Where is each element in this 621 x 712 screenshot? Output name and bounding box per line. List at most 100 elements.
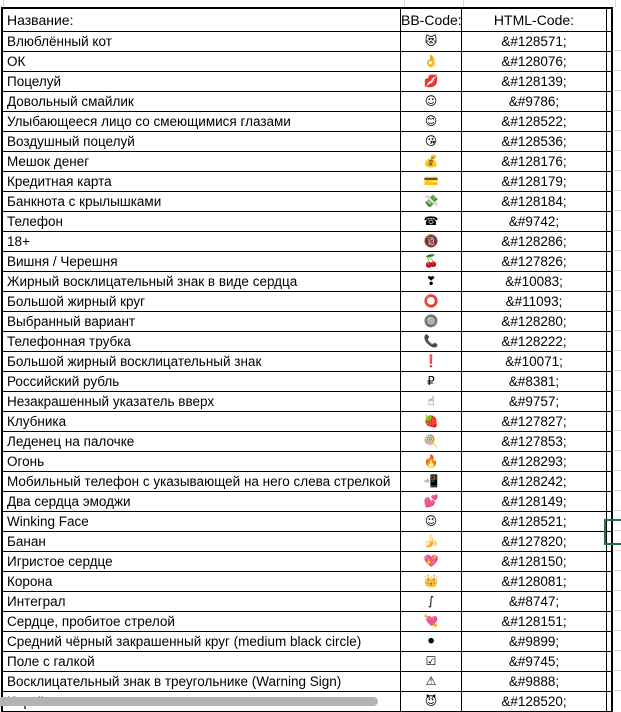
emoji-name-cell[interactable]: Незакрашенный указатель вверх bbox=[3, 392, 401, 411]
bb-code-cell[interactable]: 🍌 bbox=[401, 532, 462, 551]
bb-code-cell[interactable]: 😻 bbox=[401, 32, 462, 51]
bb-code-cell[interactable]: 😘 bbox=[401, 132, 462, 151]
html-code-cell[interactable]: &#128179; bbox=[462, 172, 607, 191]
bb-code-cell[interactable]: 😊 bbox=[401, 112, 462, 131]
emoji-name-cell[interactable]: Вишня / Черешня bbox=[3, 252, 401, 271]
html-code-cell[interactable]: &#127827; bbox=[462, 412, 607, 431]
bb-code-cell[interactable]: 💘 bbox=[401, 612, 462, 631]
bb-code-cell[interactable]: 🔥 bbox=[401, 452, 462, 471]
emoji-name-cell[interactable]: Средний чёрный закрашенный круг (medium … bbox=[3, 632, 401, 651]
html-code-cell[interactable]: &#127853; bbox=[462, 432, 607, 451]
bb-code-cell[interactable]: 💖 bbox=[401, 552, 462, 571]
bb-code-cell[interactable]: 💳 bbox=[401, 172, 462, 191]
html-code-cell[interactable]: &#11093; bbox=[462, 292, 607, 311]
html-code-cell[interactable]: &#10083; bbox=[462, 272, 607, 291]
html-code-cell[interactable]: &#127820; bbox=[462, 532, 607, 551]
bb-code-cell[interactable]: 🔘 bbox=[401, 312, 462, 331]
html-code-cell[interactable]: &#128571; bbox=[462, 32, 607, 51]
bb-code-cell[interactable]: 🍭 bbox=[401, 432, 462, 451]
html-code-cell[interactable]: &#128286; bbox=[462, 232, 607, 251]
html-code-cell[interactable]: &#128242; bbox=[462, 472, 607, 491]
bb-code-cell[interactable]: 😈 bbox=[401, 692, 462, 711]
emoji-name-cell[interactable]: Игристое сердце bbox=[3, 552, 401, 571]
html-code-cell[interactable]: &#9757; bbox=[462, 392, 607, 411]
emoji-name-cell[interactable]: Мешок денег bbox=[3, 152, 401, 171]
bb-code-cell[interactable]: ❗ bbox=[401, 352, 462, 371]
bb-code-cell[interactable]: 💋 bbox=[401, 72, 462, 91]
bb-code-cell[interactable]: 📞 bbox=[401, 332, 462, 351]
emoji-name-cell[interactable]: Мобильный телефон с указывающей на него … bbox=[3, 472, 401, 491]
emoji-name-cell[interactable]: ОК bbox=[3, 52, 401, 71]
bb-code-cell[interactable]: 🍒 bbox=[401, 252, 462, 271]
bb-code-cell[interactable]: 🔞 bbox=[401, 232, 462, 251]
html-code-cell[interactable]: &#128184; bbox=[462, 192, 607, 211]
emoji-name-cell[interactable]: Жирный восклицательный знак в виде сердц… bbox=[3, 272, 401, 291]
emoji-name-cell[interactable]: Банан bbox=[3, 532, 401, 551]
bb-code-cell[interactable]: ∫ bbox=[401, 592, 462, 611]
bb-code-cell[interactable]: 👑 bbox=[401, 572, 462, 591]
html-code-cell[interactable]: &#128521; bbox=[462, 512, 607, 531]
html-code-cell[interactable]: &#9786; bbox=[462, 92, 607, 111]
emoji-name-cell[interactable]: Интеграл bbox=[3, 592, 401, 611]
html-code-cell[interactable]: &#127826; bbox=[462, 252, 607, 271]
html-code-cell[interactable]: &#128151; bbox=[462, 612, 607, 631]
html-code-cell[interactable]: &#128149; bbox=[462, 492, 607, 511]
emoji-name-cell[interactable]: Сердце, пробитое стрелой bbox=[3, 612, 401, 631]
html-code-cell[interactable]: &#128150; bbox=[462, 552, 607, 571]
html-code-cell[interactable]: &#9742; bbox=[462, 212, 607, 231]
html-code-cell[interactable]: &#8381; bbox=[462, 372, 607, 391]
html-code-cell[interactable]: &#128222; bbox=[462, 332, 607, 351]
html-code-cell[interactable]: &#128076; bbox=[462, 52, 607, 71]
emoji-name-cell[interactable]: Кредитная карта bbox=[3, 172, 401, 191]
emoji-name-cell[interactable]: Корона bbox=[3, 572, 401, 591]
html-code-cell[interactable]: &#128293; bbox=[462, 452, 607, 471]
bb-code-cell[interactable]: 😉 bbox=[401, 512, 462, 531]
emoji-name-cell[interactable]: Два сердца эмоджи bbox=[3, 492, 401, 511]
html-code-cell[interactable]: &#9888; bbox=[462, 672, 607, 691]
html-code-cell[interactable]: &#128280; bbox=[462, 312, 607, 331]
emoji-name-cell[interactable]: Огонь bbox=[3, 452, 401, 471]
header-name[interactable]: Название: bbox=[3, 9, 401, 31]
bb-code-cell[interactable]: 💸 bbox=[401, 192, 462, 211]
emoji-name-cell[interactable]: Телефон bbox=[3, 212, 401, 231]
emoji-name-cell[interactable]: Большой жирный восклицательный знак bbox=[3, 352, 401, 371]
bb-code-cell[interactable]: 🍓 bbox=[401, 412, 462, 431]
html-code-cell[interactable]: &#128176; bbox=[462, 152, 607, 171]
html-code-cell[interactable]: &#9899; bbox=[462, 632, 607, 651]
emoji-name-cell[interactable]: 18+ bbox=[3, 232, 401, 251]
emoji-name-cell[interactable]: Телефонная трубка bbox=[3, 332, 401, 351]
emoji-name-cell[interactable]: Выбранный вариант bbox=[3, 312, 401, 331]
bb-code-cell[interactable]: ⭕ bbox=[401, 292, 462, 311]
emoji-name-cell[interactable]: Влюблённый кот bbox=[3, 32, 401, 51]
bb-code-cell[interactable]: ⚠ bbox=[401, 672, 462, 691]
bb-code-cell[interactable]: 💕 bbox=[401, 492, 462, 511]
emoji-name-cell[interactable]: Российский рубль bbox=[3, 372, 401, 391]
header-bb-code[interactable]: BB-Code: bbox=[401, 9, 462, 31]
html-code-cell[interactable]: &#128522; bbox=[462, 112, 607, 131]
emoji-name-cell[interactable]: Поцелуй bbox=[3, 72, 401, 91]
emoji-name-cell[interactable]: Winking Face bbox=[3, 512, 401, 531]
bb-code-cell[interactable]: ₽ bbox=[401, 372, 462, 391]
bb-code-cell[interactable]: ☝ bbox=[401, 392, 462, 411]
html-code-cell[interactable]: &#9745; bbox=[462, 652, 607, 671]
emoji-name-cell[interactable]: Банкнота с крылышками bbox=[3, 192, 401, 211]
html-code-cell[interactable]: &#10071; bbox=[462, 352, 607, 371]
bb-code-cell[interactable]: ⚫ bbox=[401, 632, 462, 651]
html-code-cell[interactable]: &#8747; bbox=[462, 592, 607, 611]
emoji-name-cell[interactable]: Довольный смайлик bbox=[3, 92, 401, 111]
emoji-name-cell[interactable]: Улыбающееся лицо со смеющимися глазами bbox=[3, 112, 401, 131]
emoji-name-cell[interactable]: Воздушный поцелуй bbox=[3, 132, 401, 151]
horizontal-scrollbar-thumb[interactable] bbox=[0, 697, 378, 706]
bb-code-cell[interactable]: 👌 bbox=[401, 52, 462, 71]
html-code-cell[interactable]: &#128536; bbox=[462, 132, 607, 151]
bb-code-cell[interactable]: 💰 bbox=[401, 152, 462, 171]
emoji-name-cell[interactable]: Большой жирный круг bbox=[3, 292, 401, 311]
html-code-cell[interactable]: &#128139; bbox=[462, 72, 607, 91]
emoji-name-cell[interactable]: Поле с галкой bbox=[3, 652, 401, 671]
bb-code-cell[interactable]: 📲 bbox=[401, 472, 462, 491]
emoji-name-cell[interactable]: Восклицательный знак в треугольнике (War… bbox=[3, 672, 401, 691]
html-code-cell[interactable]: &#128520; bbox=[462, 692, 607, 711]
bb-code-cell[interactable]: ☺ bbox=[401, 92, 462, 111]
bb-code-cell[interactable]: ❣ bbox=[401, 272, 462, 291]
bb-code-cell[interactable]: ☑ bbox=[401, 652, 462, 671]
